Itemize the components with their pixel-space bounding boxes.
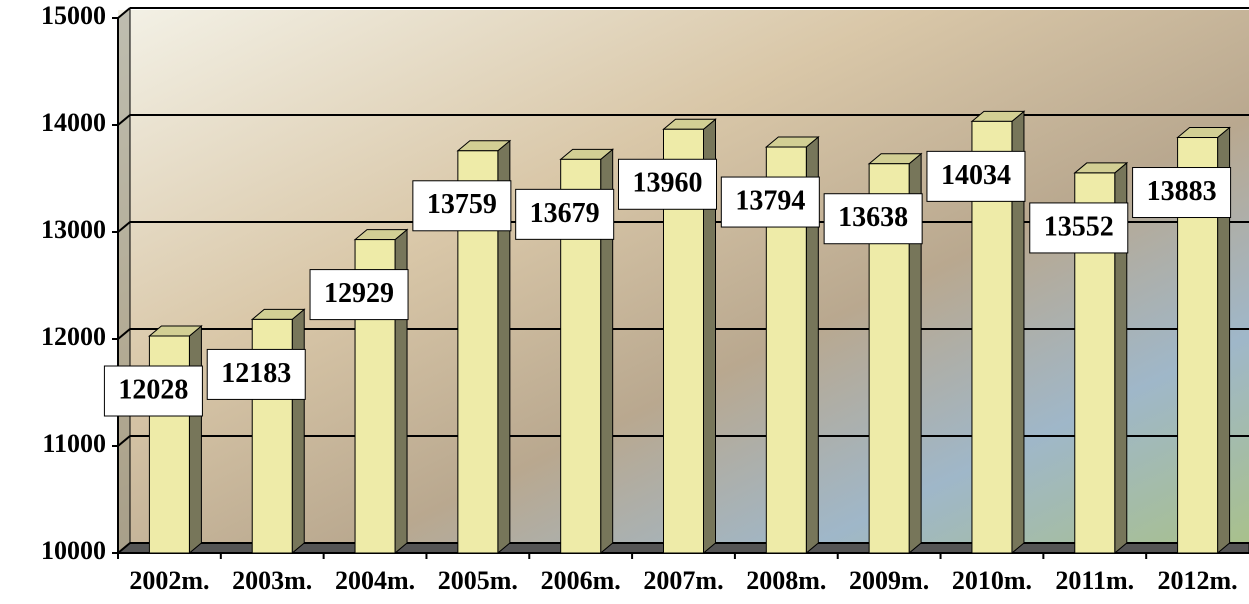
- value-label: 13794: [735, 185, 805, 216]
- x-tick-label: 2012m.: [1158, 566, 1238, 595]
- grid-line: [117, 7, 131, 19]
- grid-line: [117, 114, 131, 126]
- x-tick-label: 2005m.: [438, 566, 518, 595]
- y-tick-label: 12000: [41, 322, 106, 351]
- value-label: 12028: [118, 374, 188, 405]
- grid-line: [117, 221, 131, 233]
- x-tick-label: 2004m.: [335, 566, 415, 595]
- grid-line: [117, 328, 131, 340]
- x-tick-label: 2003m.: [232, 566, 312, 595]
- value-label: 13883: [1147, 176, 1217, 207]
- value-label-box: [103, 365, 203, 417]
- value-label-box: [823, 193, 923, 245]
- x-tick-label: 2010m.: [952, 566, 1032, 595]
- x-tick-label: 2007m.: [643, 566, 723, 595]
- x-tick-label: 2002m.: [129, 566, 209, 595]
- value-label: 13552: [1044, 211, 1114, 242]
- y-tick-label: 13000: [41, 215, 106, 244]
- x-tick-label: 2008m.: [746, 566, 826, 595]
- value-label: 12929: [324, 278, 394, 309]
- value-label-box: [412, 180, 512, 232]
- value-label: 14034: [941, 160, 1011, 191]
- value-label-box: [1029, 202, 1129, 254]
- value-label-box: [926, 150, 1026, 202]
- bar-side: [188, 324, 202, 555]
- grid-line: [117, 435, 131, 447]
- x-tick-label: 2009m.: [849, 566, 929, 595]
- value-label: 12183: [221, 358, 291, 389]
- value-label: 13679: [530, 198, 600, 229]
- value-label-box: [618, 158, 717, 210]
- x-tick-label: 2006m.: [541, 566, 621, 595]
- value-label-box: [515, 188, 615, 240]
- value-label: 13759: [427, 189, 497, 220]
- bar-group: [148, 324, 203, 555]
- value-label: 13960: [633, 168, 703, 199]
- x-tick-label: 2011m.: [1055, 566, 1134, 595]
- value-label-box: [206, 348, 306, 400]
- y-tick-label: 10000: [41, 536, 106, 565]
- bar-side: [291, 308, 305, 555]
- y-tick-label: 15000: [41, 1, 106, 30]
- value-label-box: [720, 176, 820, 228]
- value-label-box: [309, 269, 409, 321]
- value-label: 13638: [838, 202, 908, 233]
- y-tick-label: 11000: [42, 429, 106, 458]
- value-label-box: [1132, 167, 1232, 219]
- y-tick-label: 14000: [41, 108, 106, 137]
- grid-line: [117, 542, 131, 554]
- bar-group: [250, 308, 306, 555]
- side-wall: [117, 6, 131, 555]
